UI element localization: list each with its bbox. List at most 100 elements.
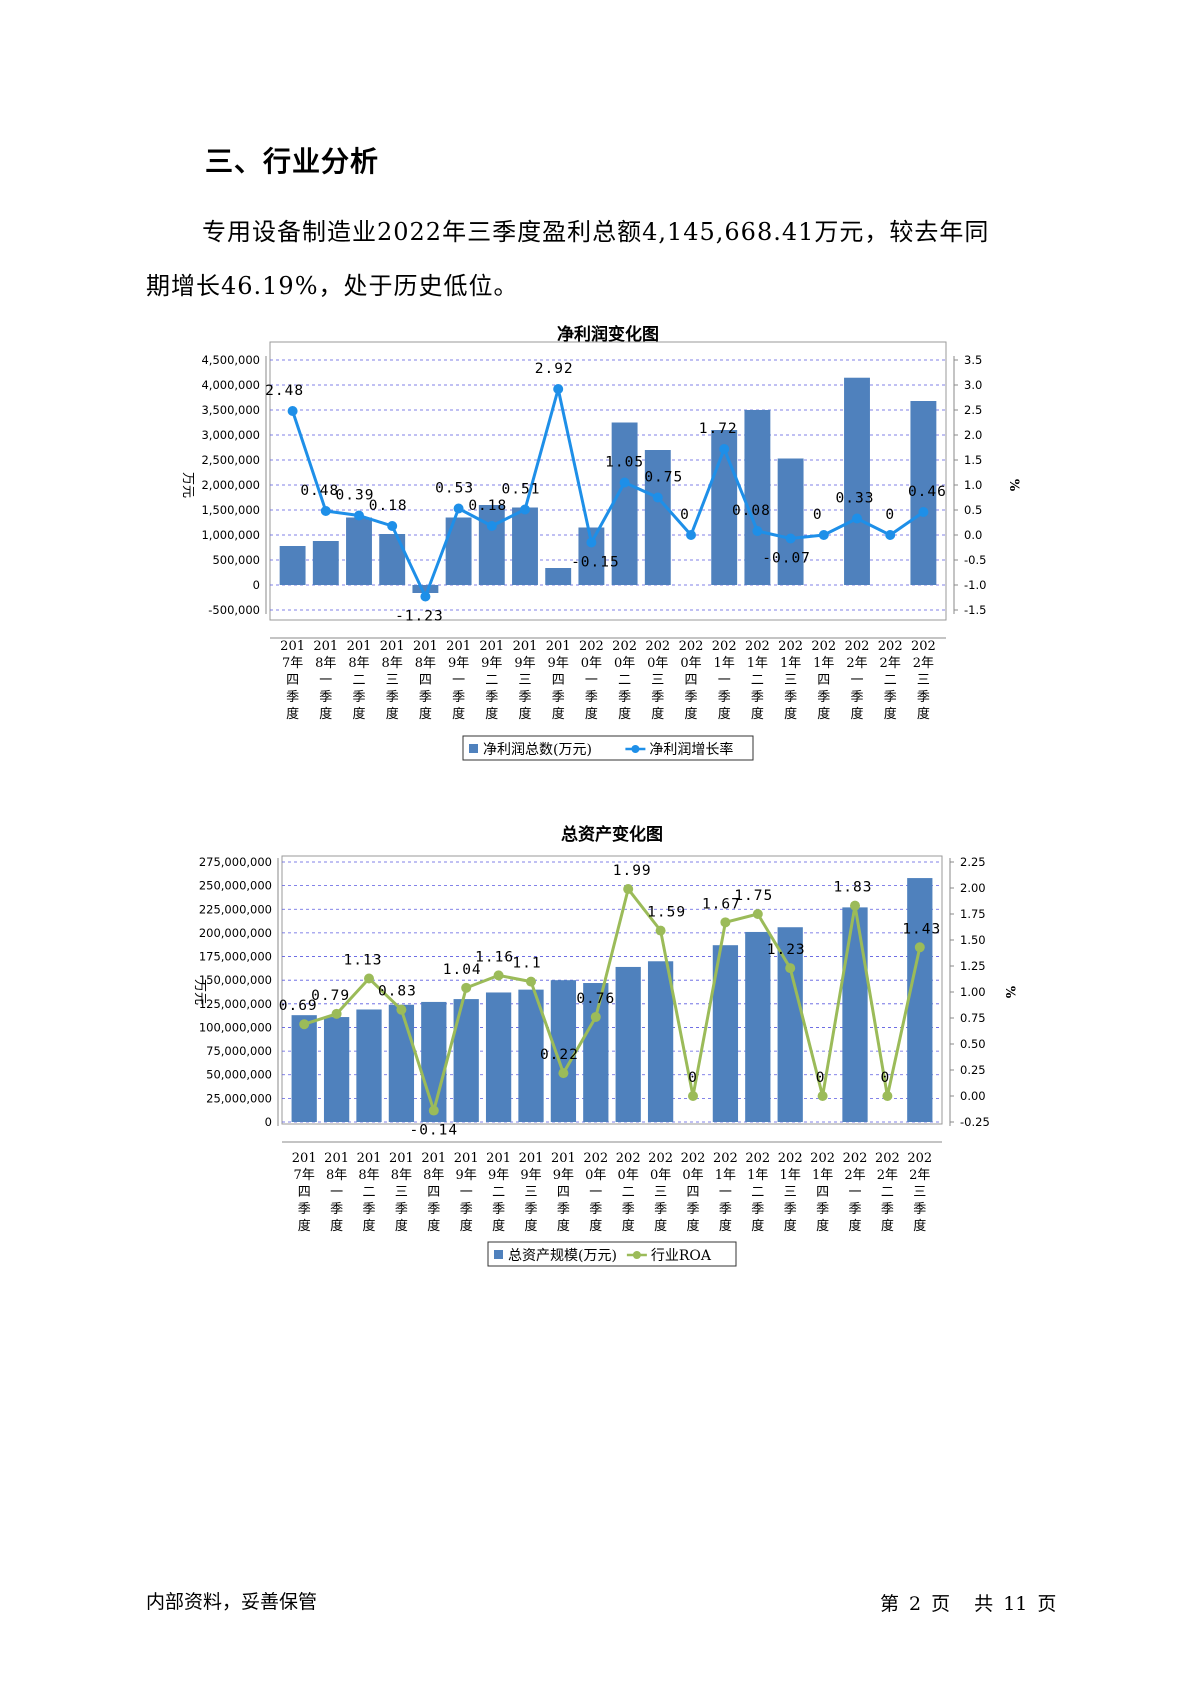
section-paragraph: 专用设备制造业2022年三季度盈利总额4,145,668.41万元，较去年同 期… [146, 205, 1046, 313]
data-label: 0.79 [311, 988, 350, 1004]
category-label-line: 季 [330, 1202, 343, 1217]
category-label-line: 202 [845, 639, 870, 654]
series-line [303, 887, 922, 1113]
bar [910, 401, 937, 585]
category-label-line: 2年 [844, 1168, 865, 1183]
category-label-line: 二 [362, 1185, 375, 1200]
category-label-line: 二 [352, 673, 365, 688]
category-label-line: 季 [524, 1202, 537, 1217]
bar [388, 1004, 415, 1122]
category-label-line: 202 [679, 639, 704, 654]
category-label-line: 季 [917, 690, 930, 705]
page-prefix: 第 [880, 1593, 900, 1615]
category-label-line: 201 [486, 1151, 511, 1166]
category-label-line: 二 [751, 673, 764, 688]
category-label-line: 1年 [780, 1168, 801, 1183]
category-label-line: 202 [648, 1151, 673, 1166]
line-point [558, 1068, 569, 1079]
data-label: 0.48 [300, 483, 339, 499]
category-label-line: 0年 [680, 656, 701, 671]
bar [745, 931, 771, 1122]
y-left-tick-label: 4,500,000 [201, 353, 260, 367]
bar [356, 1009, 382, 1122]
category-label-line: 201 [551, 1151, 576, 1166]
y-right-tick-label: 0.0 [964, 528, 982, 542]
line-point [320, 506, 331, 516]
category-label-line: 四 [684, 673, 697, 688]
category-label-line: 季 [395, 1202, 408, 1217]
line-point [396, 1004, 407, 1015]
section-heading: 三、行业分析 [205, 145, 380, 178]
y-left-tick-label: 0 [265, 1115, 272, 1129]
category-label-line: 度 [427, 1218, 440, 1234]
category-label-line: 度 [395, 1218, 408, 1234]
line-point [623, 884, 634, 895]
category-label-line: 201 [421, 1151, 446, 1166]
category-label-line: 度 [917, 706, 930, 722]
data-label: 0.22 [540, 1047, 579, 1063]
y-right-tick-label: 0.25 [960, 1063, 986, 1077]
category-label-line: 1年 [747, 1168, 768, 1183]
category-label-line: 202 [907, 1151, 932, 1166]
data-label: 0.53 [435, 481, 474, 497]
category-label-line: 四 [816, 1185, 829, 1200]
category-label-line: 8年 [358, 1168, 379, 1183]
category-label-line: 一 [330, 1185, 343, 1200]
category-label-line: 202 [745, 1151, 770, 1166]
category-label-line: 202 [875, 1151, 900, 1166]
line-point [619, 477, 630, 488]
category-label-line: 季 [557, 1202, 570, 1217]
legend-line-marker [632, 1251, 641, 1259]
category-label-line: 201 [357, 1151, 382, 1166]
bar [844, 377, 870, 585]
legend-bar-swatch [494, 1250, 503, 1259]
bar [777, 927, 803, 1122]
bar [777, 458, 804, 585]
line-point [461, 982, 472, 993]
legend-line-marker [631, 745, 640, 753]
data-label: 0.18 [468, 498, 507, 514]
legend-box [462, 735, 754, 761]
y-left-tick-label: 3,000,000 [201, 428, 260, 442]
category-label-line: 度 [557, 1218, 570, 1234]
footer-confidential: 内部资料，妥善保管 [146, 1591, 318, 1613]
category-label-line: 度 [848, 1218, 861, 1234]
category-label-line: 季 [684, 690, 697, 705]
y-right-tick-label: 0.75 [960, 1011, 986, 1025]
category-label-line: 季 [319, 690, 332, 705]
category-label-line: 9年 [456, 1168, 477, 1183]
line-point [331, 1008, 342, 1019]
category-label-line: 季 [352, 690, 365, 705]
bar [512, 507, 538, 585]
category-label-line: 一 [848, 1185, 861, 1200]
y-right-tick-label: -1.5 [964, 603, 986, 617]
category-label-line: 202 [778, 639, 803, 654]
y-right-tick-label: 1.5 [964, 453, 982, 467]
category-label-line: 9年 [514, 656, 535, 671]
bar [615, 966, 641, 1122]
category-label-line: 二 [881, 1185, 894, 1200]
category-label-line: 度 [298, 1218, 311, 1234]
y-right-tick-label: -0.25 [960, 1115, 990, 1129]
data-label: 0.18 [369, 498, 408, 514]
bar [346, 517, 372, 585]
bar [711, 430, 738, 585]
category-label-line: 202 [843, 1151, 868, 1166]
legend-line-label: 净利润增长率 [649, 741, 733, 758]
category-label-line: 201 [413, 639, 438, 654]
data-label: 0.75 [644, 470, 683, 486]
y-left-tick-label: 25,000,000 [206, 1091, 272, 1105]
category-label-line: 202 [645, 639, 670, 654]
category-label-line: 0年 [618, 1168, 639, 1183]
